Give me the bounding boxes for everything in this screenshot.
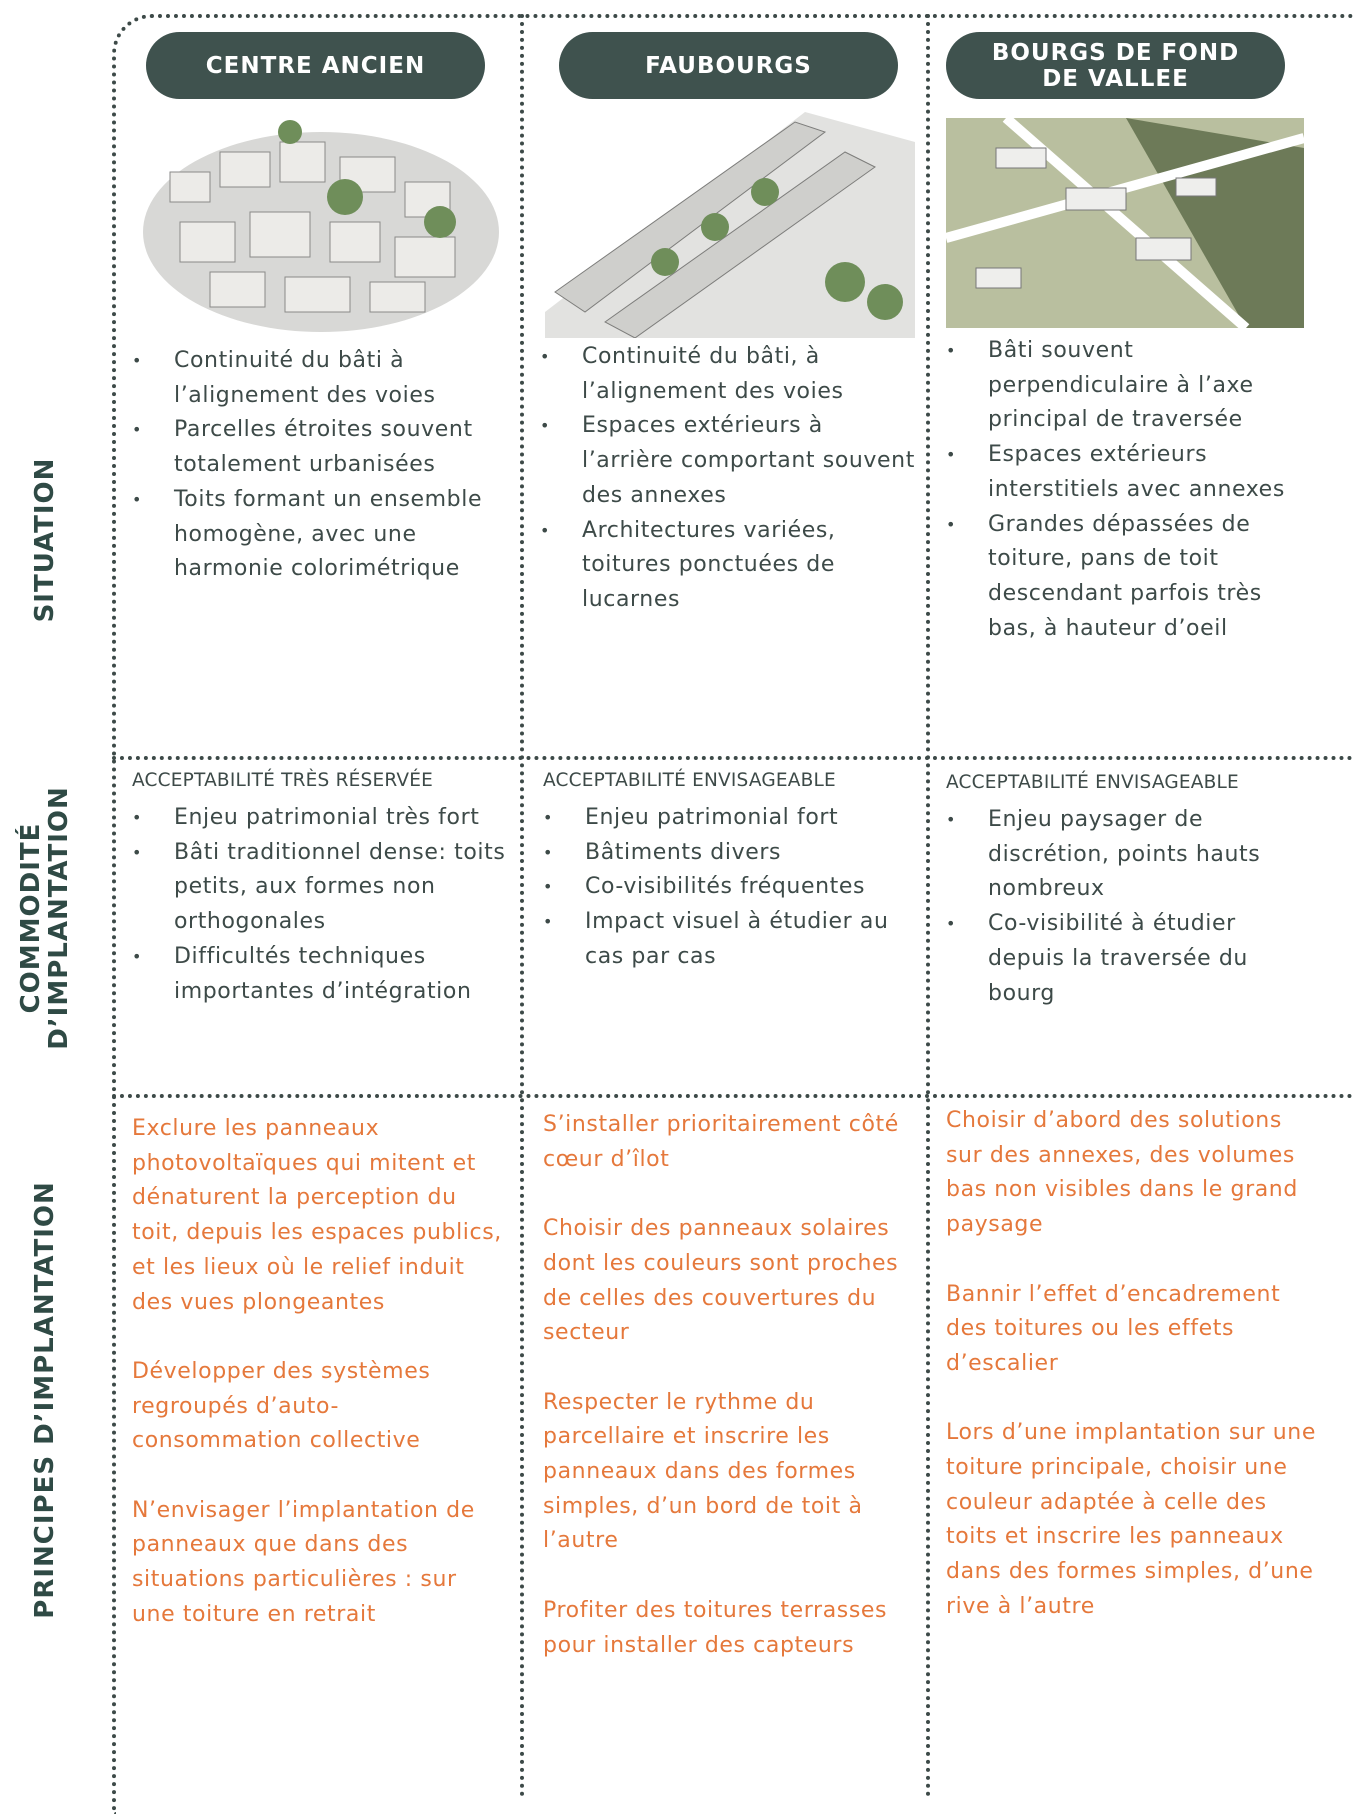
commodite-block: ACCEPTABILITÉ ENVISAGEABLE Enjeu paysager… — [946, 772, 1316, 1011]
commodite-list: Enjeu patrimonial fortBâtiments diversCo… — [543, 801, 918, 975]
bullet-item: Grandes dépassées de toiture, pans de to… — [946, 508, 1316, 647]
column-title: FAUBOURGS — [559, 32, 898, 99]
row-label: SITUATION — [30, 457, 60, 623]
principle-text: Lors d’une implantation sur une toiture … — [946, 1420, 1316, 1619]
bullet-item: Enjeu patrimonial fort — [543, 801, 918, 836]
principes-block: Exclure les panneaux photovoltaïques qui… — [132, 1112, 507, 1667]
bullet-item: Difficultés techniques importantes d’int… — [132, 940, 507, 1009]
principle-text: N’envisager l’implantation de panneaux q… — [132, 1497, 475, 1627]
illustration — [946, 118, 1304, 332]
principle-text: Profiter des toitures terrasses pour ins… — [543, 1597, 888, 1658]
bullet-item: Co-visibilité à étudier depuis la traver… — [946, 907, 1316, 1011]
acceptability-heading: ACCEPTABILITÉ ENVISAGEABLE — [946, 772, 1239, 793]
bullet-item: Impact visuel à étudier au cas par cas — [543, 905, 918, 974]
bullet-item: Espaces extérieurs interstitiels avec an… — [946, 438, 1316, 507]
column-title: BOURGS DE FOND DE VALLEE — [946, 32, 1285, 99]
commodite-list: Enjeu patrimonial très fortBâti traditio… — [132, 801, 507, 1009]
bullet-item: Bâtiments divers — [543, 836, 918, 871]
acceptability-heading: ACCEPTABILITÉ ENVISAGEABLE — [543, 770, 836, 791]
column-divider — [926, 14, 930, 1798]
principle-text: Choisir des panneaux solaires dont les c… — [543, 1216, 899, 1346]
column-title: CENTRE ANCIEN — [146, 32, 485, 99]
bullet-item: Co-visibilités fréquentes — [543, 870, 918, 905]
principle-text: Développer des systèmes regroupés d’auto… — [132, 1358, 431, 1454]
row-divider — [112, 756, 1353, 760]
bullet-item: Architectures variées, toitures ponctuée… — [540, 514, 915, 618]
situation-list: Continuité du bâti, à l’alignement des v… — [540, 340, 915, 618]
situation-list: Bâti souvent perpendiculaire à l’axe pri… — [946, 334, 1316, 646]
principle-text: Choisir d’abord des solutions sur des an… — [946, 1108, 1298, 1238]
principle-text: Respecter le rythme du parcellaire et in… — [543, 1389, 863, 1554]
table-frame — [112, 14, 1353, 1814]
bullet-item: Continuité du bâti à l’alignement des vo… — [132, 344, 507, 413]
illustration — [545, 112, 915, 338]
acceptability-heading: ACCEPTABILITÉ TRÈS RÉSERVÉE — [132, 770, 434, 791]
principle-text: S’installer prioritairement côté cœur d’… — [543, 1112, 899, 1172]
bullet-item: Toits formant un ensemble homogène, avec… — [132, 483, 507, 587]
column-divider — [520, 14, 524, 1798]
row-label: PRINCIPES D’IMPLANTATION — [30, 1181, 60, 1619]
principes-block: Choisir d’abord des solutions sur des an… — [946, 1104, 1316, 1659]
row-label: COMMODITÉ D’IMPLANTATION — [16, 786, 74, 1050]
commodite-block: ACCEPTABILITÉ TRÈS RÉSERVÉE Enjeu patrimo… — [132, 770, 507, 1009]
bullet-item: Enjeu patrimonial très fort — [132, 801, 507, 836]
principle-text: Exclure les panneaux photovoltaïques qui… — [132, 1116, 502, 1315]
bullet-item: Enjeu paysager de discrétion, points hau… — [946, 803, 1316, 907]
bullet-item: Continuité du bâti, à l’alignement des v… — [540, 340, 915, 409]
bullet-item: Bâti souvent perpendiculaire à l’axe pri… — [946, 334, 1316, 438]
principle-text: Bannir l’effet d’encadrement des toiture… — [946, 1281, 1281, 1376]
commodite-block: ACCEPTABILITÉ ENVISAGEABLE Enjeu patrimon… — [543, 770, 918, 975]
bullet-item: Parcelles étroites souvent totalement ur… — [132, 413, 507, 482]
illustration — [143, 120, 499, 332]
principes-block: S’installer prioritairement côté cœur d’… — [543, 1108, 918, 1698]
bullet-item: Bâti traditionnel dense: toits petits, a… — [132, 836, 507, 940]
commodite-list: Enjeu paysager de discrétion, points hau… — [946, 803, 1316, 1011]
bullet-item: Espaces extérieurs à l’arrière comportan… — [540, 409, 915, 513]
situation-list: Continuité du bâti à l’alignement des vo… — [132, 344, 507, 587]
row-divider — [112, 1094, 1353, 1098]
